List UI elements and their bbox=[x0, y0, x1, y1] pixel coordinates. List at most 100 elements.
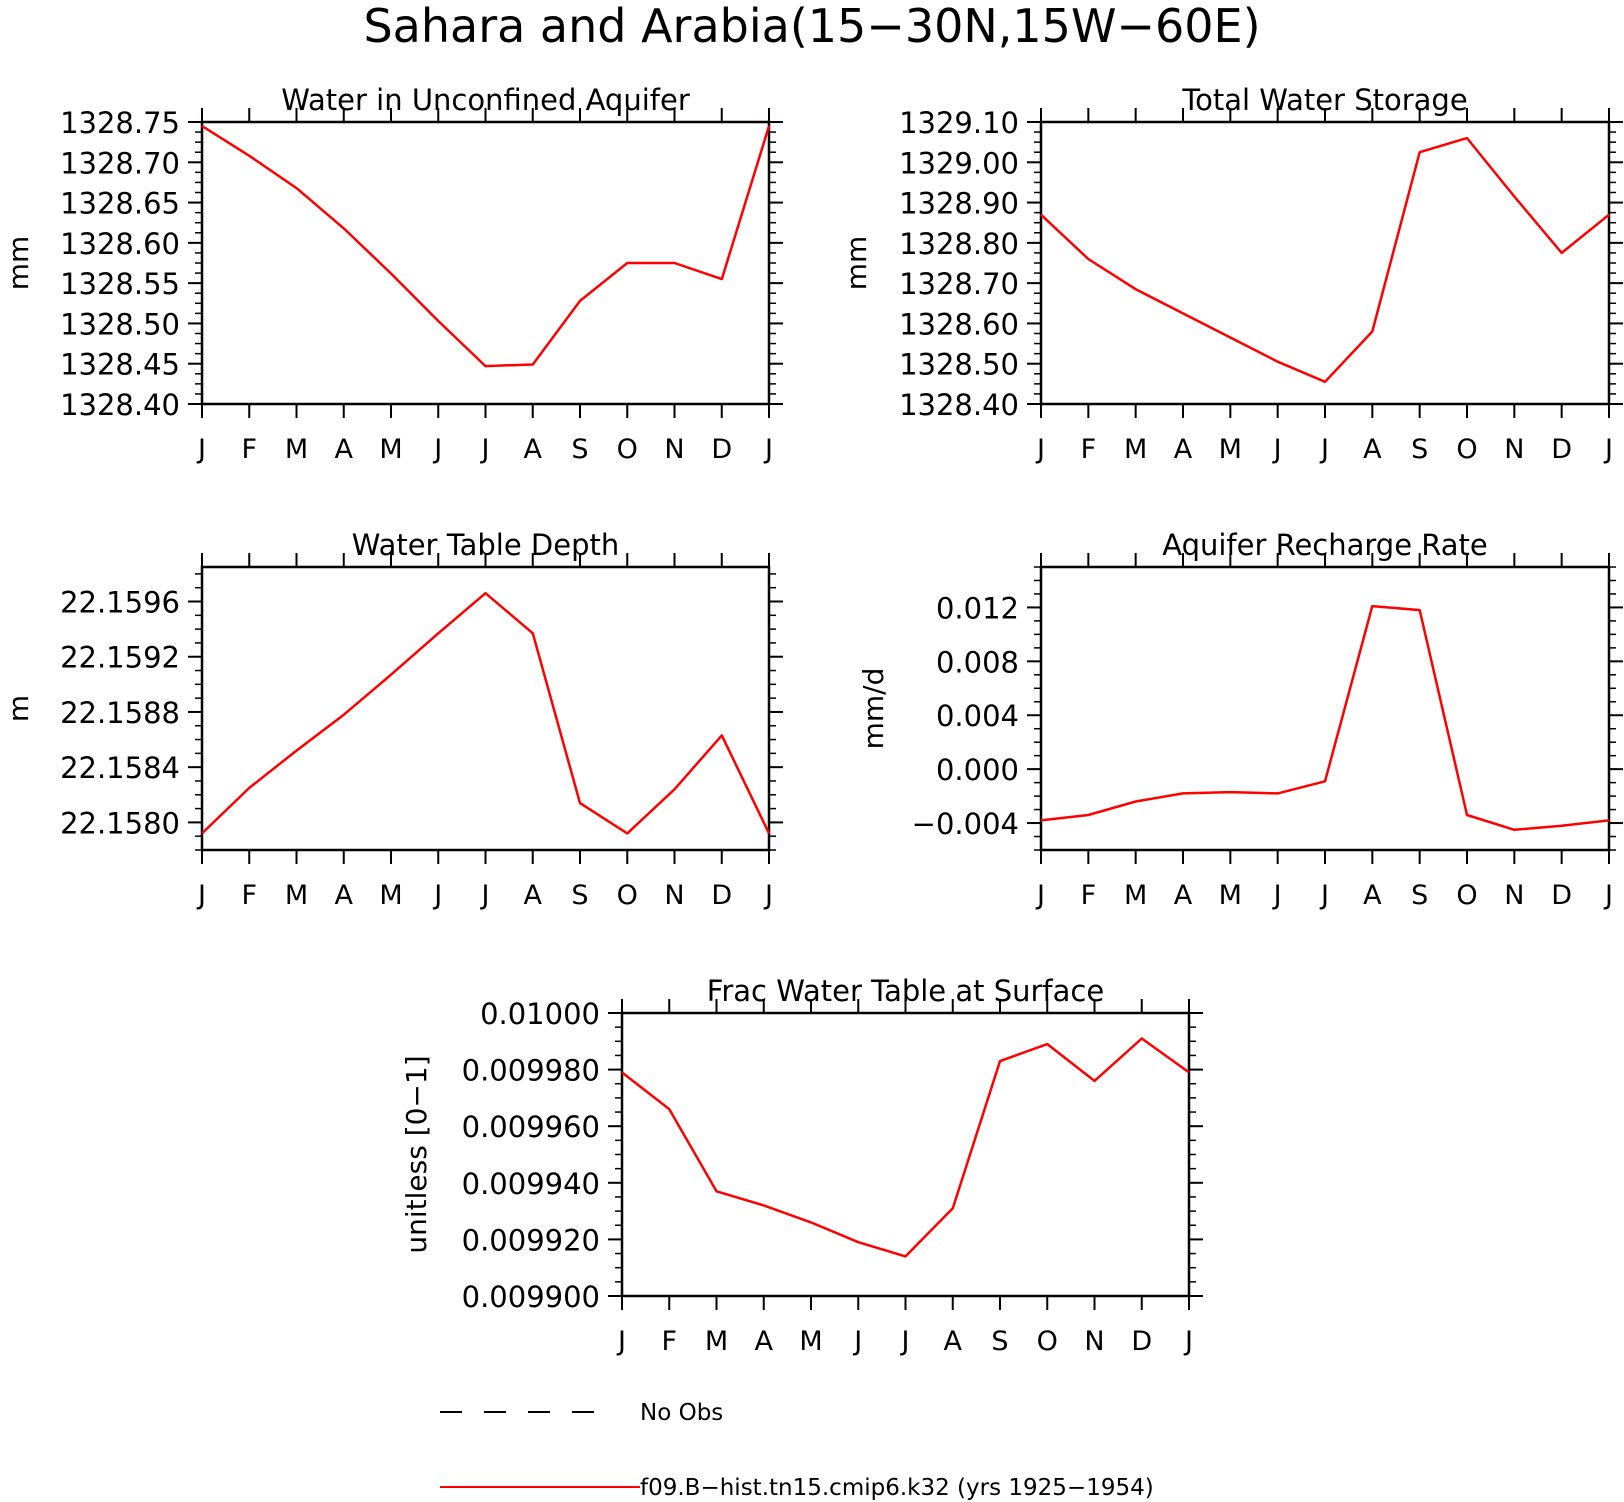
series-line bbox=[1040, 604, 1610, 832]
x-tick-label: J bbox=[616, 1326, 626, 1357]
y-tick-label: 1328.80 bbox=[899, 227, 1019, 261]
y-tick-label: 1328.60 bbox=[60, 227, 180, 261]
x-tick-label: J bbox=[1319, 880, 1329, 911]
legend: No Obs f09.B−hist.tn15.cmip6.k32 (yrs 19… bbox=[440, 1400, 1154, 1501]
x-tick-label: N bbox=[1504, 880, 1524, 911]
x-tick-label: J bbox=[196, 434, 206, 465]
x-tick-label: S bbox=[991, 1326, 1008, 1357]
x-tick-label: A bbox=[1363, 434, 1382, 465]
x-tick-label: J bbox=[1035, 434, 1045, 465]
y-tick-label: 1328.45 bbox=[60, 348, 180, 382]
x-tick-label: M bbox=[705, 1326, 728, 1357]
x-tick-label: F bbox=[661, 1326, 677, 1357]
y-axis-label: mm bbox=[2, 236, 35, 291]
series-line bbox=[201, 591, 771, 835]
legend-obs-label: No Obs bbox=[640, 1400, 723, 1426]
x-tick-label: M bbox=[379, 880, 402, 911]
y-tick-label: 0.01000 bbox=[480, 997, 600, 1031]
x-tick-label: J bbox=[1272, 880, 1282, 911]
y-axis-label: mm/d bbox=[857, 668, 890, 750]
y-tick-label: 0.008 bbox=[936, 645, 1019, 679]
y-tick-label: 1328.40 bbox=[899, 388, 1019, 422]
x-tick-label: J bbox=[480, 434, 490, 465]
x-tick-label: F bbox=[1081, 434, 1097, 465]
y-tick-label: 22.1592 bbox=[60, 641, 180, 675]
y-tick-label: 1328.90 bbox=[899, 187, 1019, 221]
x-tick-label: D bbox=[711, 880, 732, 911]
y-tick-label: 1328.65 bbox=[60, 187, 180, 221]
x-tick-label: F bbox=[241, 434, 257, 465]
y-tick-label: 0.009900 bbox=[462, 1280, 600, 1314]
plot-frame bbox=[1039, 565, 1611, 852]
series-line bbox=[201, 124, 771, 368]
x-tick-label: A bbox=[1174, 434, 1193, 465]
x-tick-label: M bbox=[799, 1326, 822, 1357]
y-tick-label: 0.000 bbox=[936, 753, 1019, 787]
x-tick-label: M bbox=[1124, 880, 1147, 911]
y-tick-label: 1329.10 bbox=[899, 106, 1019, 140]
x-tick-label: A bbox=[335, 880, 354, 911]
y-axis-label: unitless [0−1] bbox=[400, 1055, 433, 1253]
y-tick-label: −0.004 bbox=[912, 807, 1019, 841]
y-tick-label: 22.1580 bbox=[60, 806, 180, 840]
y-tick-label: 0.009980 bbox=[462, 1054, 600, 1088]
x-tick-label: J bbox=[763, 880, 773, 911]
x-tick-label: M bbox=[285, 434, 308, 465]
x-tick-label: S bbox=[1411, 880, 1428, 911]
x-tick-label: A bbox=[1363, 880, 1382, 911]
x-tick-label: S bbox=[571, 880, 588, 911]
x-tick-label: S bbox=[1411, 434, 1428, 465]
x-tick-label: J bbox=[852, 1326, 862, 1357]
x-tick-label: O bbox=[617, 434, 638, 465]
y-tick-label: 0.004 bbox=[936, 699, 1019, 733]
x-tick-label: J bbox=[1319, 434, 1329, 465]
x-tick-label: S bbox=[571, 434, 588, 465]
x-tick-label: O bbox=[1456, 434, 1477, 465]
x-tick-label: M bbox=[285, 880, 308, 911]
x-tick-label: M bbox=[379, 434, 402, 465]
x-tick-label: A bbox=[755, 1326, 774, 1357]
plot-frame bbox=[1039, 120, 1611, 406]
x-tick-label: M bbox=[1124, 434, 1147, 465]
x-tick-label: A bbox=[335, 434, 354, 465]
x-tick-label: N bbox=[664, 434, 684, 465]
y-tick-label: 22.1588 bbox=[60, 696, 180, 730]
plot-frame bbox=[200, 565, 771, 852]
y-tick-label: 1328.50 bbox=[899, 348, 1019, 382]
y-tick-label: 0.012 bbox=[936, 591, 1019, 625]
x-tick-label: F bbox=[1081, 880, 1097, 911]
x-tick-label: J bbox=[1603, 434, 1613, 465]
x-tick-label: J bbox=[900, 1326, 910, 1357]
x-tick-label: J bbox=[1603, 880, 1613, 911]
x-tick-label: J bbox=[196, 880, 206, 911]
x-tick-label: J bbox=[432, 880, 442, 911]
y-tick-label: 1329.00 bbox=[899, 146, 1019, 180]
x-tick-label: O bbox=[1037, 1326, 1058, 1357]
series-line bbox=[621, 1037, 1190, 1258]
y-tick-label: 1328.70 bbox=[899, 267, 1019, 301]
y-tick-label: 0.009960 bbox=[462, 1110, 600, 1144]
plot-frame bbox=[620, 1011, 1191, 1298]
x-tick-label: J bbox=[1272, 434, 1282, 465]
x-tick-label: A bbox=[944, 1326, 963, 1357]
x-tick-label: J bbox=[432, 434, 442, 465]
x-tick-label: J bbox=[763, 434, 773, 465]
x-tick-label: D bbox=[1131, 1326, 1152, 1357]
x-tick-label: J bbox=[1035, 880, 1045, 911]
x-tick-label: M bbox=[1219, 880, 1242, 911]
y-tick-label: 1328.70 bbox=[60, 146, 180, 180]
x-tick-label: A bbox=[1174, 880, 1193, 911]
x-tick-label: F bbox=[241, 880, 257, 911]
plot-frame bbox=[200, 120, 771, 406]
x-tick-label: A bbox=[524, 434, 543, 465]
x-tick-label: M bbox=[1219, 434, 1242, 465]
x-tick-label: O bbox=[1456, 880, 1477, 911]
y-tick-label: 22.1584 bbox=[60, 751, 180, 785]
x-tick-label: J bbox=[480, 880, 490, 911]
